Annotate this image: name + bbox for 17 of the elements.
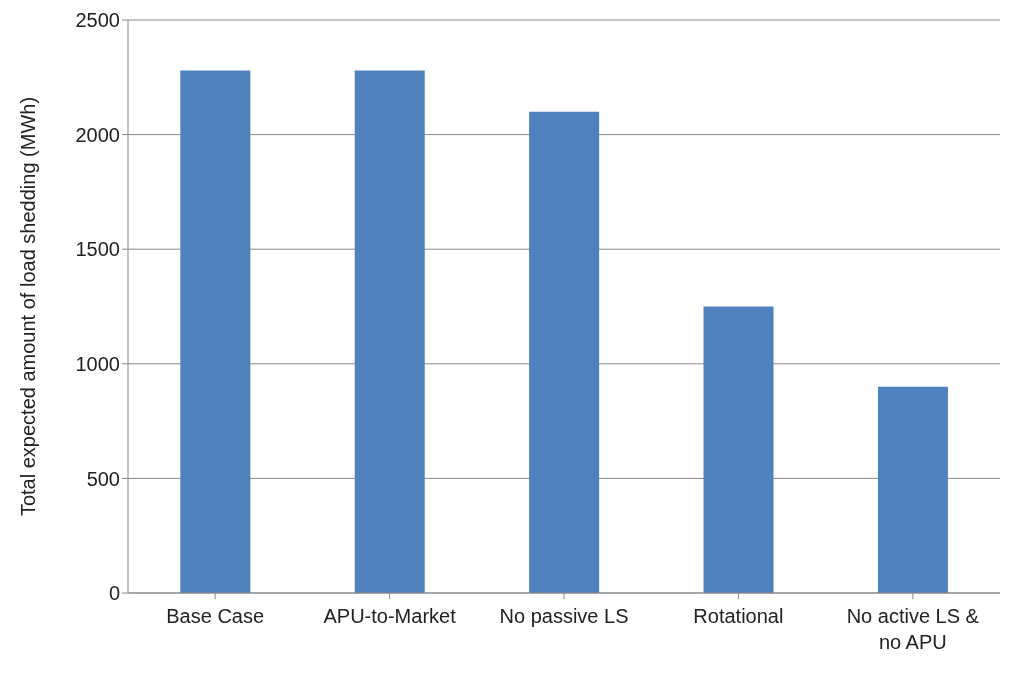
bar — [703, 306, 774, 593]
x-tick-label: Base Case — [166, 605, 265, 627]
y-tick-label: 1000 — [75, 352, 120, 375]
y-tick-label: 2000 — [75, 123, 120, 146]
bar — [180, 70, 251, 593]
x-tick-label: APU-to-Market — [323, 605, 457, 627]
y-tick-label: 0 — [108, 582, 120, 605]
x-tick-label: Rotational — [693, 605, 784, 627]
x-tick-label: No passive LS — [499, 605, 629, 627]
y-tick-label: 1500 — [75, 238, 120, 261]
y-axis-title: Total expected amount of load shedding (MWh) — [17, 96, 40, 517]
bar — [529, 111, 600, 593]
bar — [354, 70, 425, 593]
y-tick-label: 2500 — [75, 9, 120, 32]
bar — [877, 386, 948, 593]
x-tick-label: No active LS & no APU — [846, 605, 980, 653]
y-tick-label: 500 — [86, 467, 120, 490]
